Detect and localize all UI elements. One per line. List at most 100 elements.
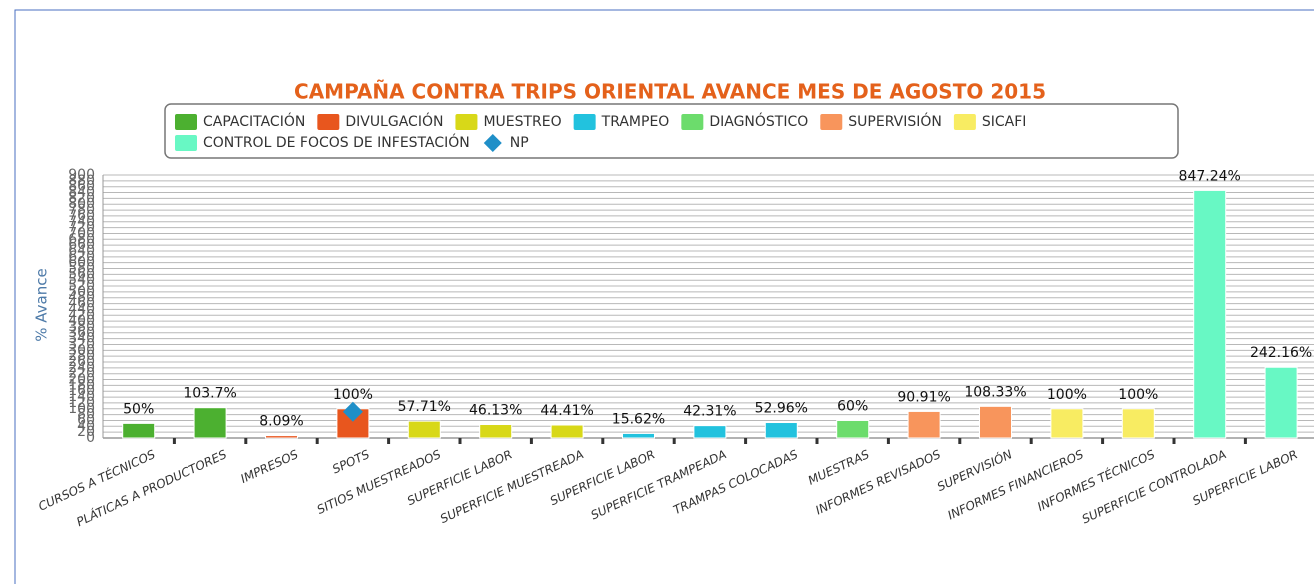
x-tick-label: SITIOS MUESTREADOS xyxy=(315,447,444,517)
bar xyxy=(836,419,870,439)
y-tick-label: 540 xyxy=(68,272,95,288)
y-tick-label: 860 xyxy=(68,179,95,195)
chart-title: CAMPAÑA CONTRA TRIPS ORIENTAL AVANCE MES… xyxy=(294,80,1046,104)
y-tick-label: 800 xyxy=(68,196,95,212)
y-tick-label: 440 xyxy=(68,301,95,317)
y-tick-label: 900 xyxy=(68,167,95,183)
legend-label: TRAMPEO xyxy=(601,114,670,130)
value-label: 42.31% xyxy=(683,404,736,420)
value-label: 90.91% xyxy=(897,389,950,405)
y-tick-label: 360 xyxy=(68,325,95,341)
legend-label: SICAFI xyxy=(982,114,1027,130)
y-tick-label: 60 xyxy=(77,412,95,428)
value-label: 242.16% xyxy=(1250,345,1312,361)
y-tick-label: 820 xyxy=(68,190,95,206)
value-label: 57.71% xyxy=(398,399,451,415)
bar xyxy=(122,422,156,439)
y-tick-label: 0 xyxy=(86,430,95,446)
y-tick-label: 680 xyxy=(68,231,95,247)
x-tick-label: CURSOS A TÉCNICOS xyxy=(36,446,158,514)
legend-label: MUESTREO xyxy=(483,114,561,130)
value-label: 50% xyxy=(123,401,154,417)
y-tick-label: 560 xyxy=(68,266,95,282)
plot-area xyxy=(103,175,1314,438)
value-label: 100% xyxy=(1118,387,1158,403)
legend-label: CAPACITACIÓN xyxy=(203,112,305,130)
y-tick-label: 180 xyxy=(68,377,95,393)
np-marker xyxy=(342,401,363,422)
y-tick-label: 780 xyxy=(68,202,95,218)
y-tick-label: 620 xyxy=(68,249,95,265)
legend-marker xyxy=(455,114,478,130)
y-tick-label: 380 xyxy=(68,319,95,335)
value-label: 100% xyxy=(333,387,373,403)
legend-box xyxy=(164,103,1179,159)
bar xyxy=(1264,366,1298,439)
value-label: 108.33% xyxy=(964,384,1026,400)
y-tick-label: 240 xyxy=(68,360,95,376)
bar xyxy=(1193,189,1227,439)
y-tick-label: 760 xyxy=(68,208,95,224)
legend-marker xyxy=(175,114,197,130)
y-tick-label: 160 xyxy=(68,383,95,399)
x-tick-label: INFORMES FINANCIEROS xyxy=(946,447,1086,522)
legend-marker xyxy=(573,114,596,130)
y-tick-label: 40 xyxy=(77,418,95,434)
y-axis-label: % Avance xyxy=(33,268,51,341)
y-tick-label: 480 xyxy=(68,290,95,306)
value-label: 60% xyxy=(837,398,868,414)
y-tick-label: 880 xyxy=(68,173,95,189)
x-tick-label: INFORMES TÉCNICOS xyxy=(1035,446,1158,514)
bar xyxy=(907,410,941,439)
y-tick-label: 120 xyxy=(68,395,95,411)
y-tick-label: 420 xyxy=(68,307,95,323)
legend-label: NP xyxy=(510,135,529,151)
legend-label: DIAGNÓSTICO xyxy=(709,112,808,130)
bar xyxy=(764,422,798,439)
bar xyxy=(479,424,513,439)
x-tick-label: SUPERFICIE TRAMPEADA xyxy=(589,447,729,522)
x-tick-label: IMPRESOS xyxy=(238,447,300,486)
y-tick-label: 200 xyxy=(68,372,95,388)
legend-marker xyxy=(483,134,502,152)
y-tick-label: 660 xyxy=(68,237,95,253)
y-tick-label: 720 xyxy=(68,220,95,236)
y-tick-label: 500 xyxy=(68,284,95,300)
value-label: 103.7% xyxy=(183,386,236,402)
y-tick-label: 700 xyxy=(68,225,95,241)
y-tick-label: 140 xyxy=(68,389,95,405)
y-tick-label: 400 xyxy=(68,313,95,329)
bar xyxy=(693,425,727,439)
bar xyxy=(979,405,1012,439)
value-label: 100% xyxy=(1047,387,1087,403)
y-tick-label: 580 xyxy=(68,261,95,277)
x-tick-label: TRAMPAS COLOCADAS xyxy=(671,447,800,517)
legend-label: DIVULGACIÓN xyxy=(345,112,443,130)
y-tick-label: 600 xyxy=(68,255,95,271)
value-label: 847.24% xyxy=(1179,168,1241,184)
bar xyxy=(1121,408,1155,439)
value-label: 52.96% xyxy=(755,401,808,417)
bar xyxy=(265,435,298,439)
y-tick-label: 460 xyxy=(68,296,95,312)
x-tick-label: INFORMES REVISADOS xyxy=(813,447,943,517)
value-label: 44.41% xyxy=(540,403,593,419)
bar xyxy=(550,424,584,439)
y-tick-label: 280 xyxy=(68,348,95,364)
x-tick-label: SPOTS xyxy=(330,447,372,476)
bar xyxy=(1050,408,1084,439)
legend-marker xyxy=(317,114,340,130)
legend-label: CONTROL DE FOCOS DE INFESTACIÓN xyxy=(203,133,470,151)
bar xyxy=(622,432,655,439)
value-label: 46.13% xyxy=(469,403,522,419)
legend-marker xyxy=(175,135,197,151)
legend-marker xyxy=(820,114,843,130)
value-label: 15.62% xyxy=(612,411,665,427)
y-tick-label: 340 xyxy=(68,331,95,347)
y-tick-label: 520 xyxy=(68,278,95,294)
value-label: 8.09% xyxy=(259,414,303,430)
y-tick-label: 840 xyxy=(68,185,95,201)
y-tick-label: 220 xyxy=(68,366,95,382)
legend-label: SUPERVISIÓN xyxy=(848,112,942,130)
